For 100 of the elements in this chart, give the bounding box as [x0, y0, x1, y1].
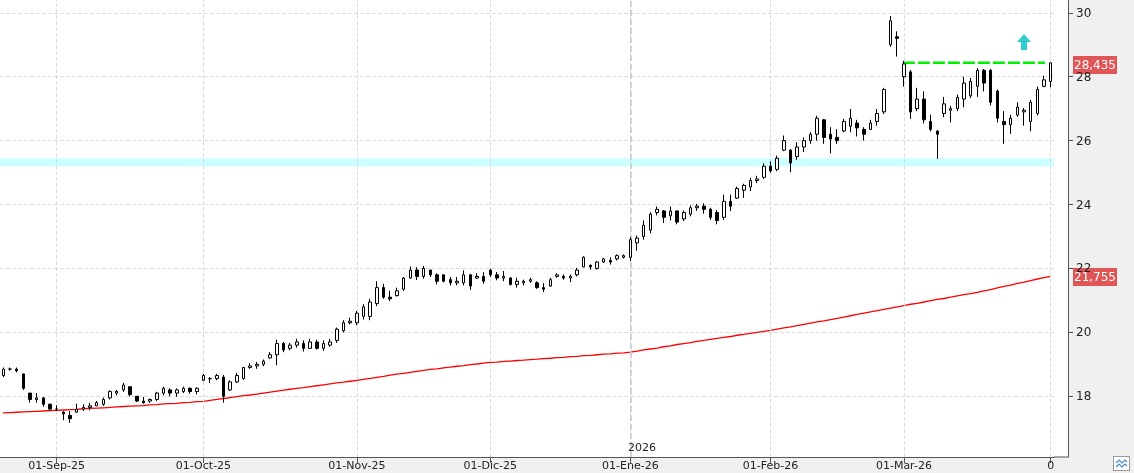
candlestick	[749, 177, 752, 192]
candlestick	[1042, 75, 1046, 88]
candlestick	[609, 256, 612, 266]
candlestick	[202, 373, 205, 382]
candlestick	[22, 373, 25, 391]
candlestick	[629, 236, 632, 262]
candlestick	[215, 373, 219, 381]
candlestick	[395, 287, 399, 298]
candlestick	[769, 160, 772, 174]
candlestick	[915, 87, 919, 112]
candlestick	[976, 67, 979, 98]
candlestick	[996, 88, 999, 123]
candlestick	[135, 395, 139, 403]
candlestick	[535, 280, 539, 290]
candlestick	[235, 372, 239, 384]
candlestick	[82, 403, 85, 412]
candlestick	[502, 270, 505, 282]
candlestick	[689, 204, 692, 217]
candlestick	[969, 77, 972, 99]
x-tick-label: 01-Feb-26	[742, 459, 799, 472]
candlestick	[542, 282, 545, 293]
candlestick	[375, 280, 379, 307]
candlestick	[282, 341, 285, 353]
candlestick	[1036, 86, 1039, 117]
candlestick	[489, 268, 492, 278]
candlestick	[669, 205, 672, 222]
candlestick	[335, 327, 339, 344]
candlestick	[308, 338, 312, 350]
candlestick	[549, 277, 552, 288]
candlestick	[762, 162, 766, 180]
candlestick	[929, 114, 932, 132]
candlestick	[802, 136, 806, 153]
candlestick	[62, 410, 65, 421]
x-tick-label: 01-Dic-25	[463, 459, 518, 472]
candlestick	[682, 210, 686, 222]
candlestick	[1029, 99, 1032, 132]
candlestick	[855, 119, 859, 137]
candlestick	[589, 264, 592, 271]
candlestick	[469, 273, 472, 291]
candlestick	[555, 272, 559, 279]
line-series	[2, 275, 1052, 414]
candlestick	[102, 397, 105, 407]
candlestick	[88, 402, 92, 411]
candlestick	[75, 403, 78, 413]
candlestick	[35, 392, 38, 404]
candlestick	[442, 274, 445, 283]
candlestick	[355, 310, 359, 326]
candlestick	[962, 76, 966, 108]
candlestick	[322, 339, 325, 352]
candlestick	[582, 255, 585, 268]
x-tick-label: 01-Ene-26	[602, 459, 659, 472]
candlestick	[168, 387, 172, 397]
candlestick	[982, 68, 986, 92]
candlestick	[735, 186, 739, 200]
candlestick	[602, 257, 605, 264]
y-tick-label: 20	[1076, 325, 1092, 340]
candlestick	[822, 118, 826, 145]
candlestick	[895, 30, 899, 58]
candlestick	[328, 338, 332, 348]
candlestick	[949, 105, 952, 123]
candlestick	[388, 290, 392, 302]
candlestick	[302, 339, 305, 353]
candlestick	[635, 235, 639, 252]
candlestick	[275, 339, 279, 366]
candlestick	[909, 69, 912, 120]
candlestick	[789, 148, 792, 173]
candlestick	[255, 361, 259, 370]
candlestick	[942, 96, 946, 118]
candlestick	[195, 386, 199, 395]
candlestick	[115, 389, 118, 396]
candlestick	[242, 366, 245, 381]
candlestick	[28, 392, 32, 404]
x-tick-label: 01-Sep-25	[28, 459, 86, 472]
candlestick	[775, 155, 779, 172]
candlestick	[562, 274, 565, 281]
candlestick	[155, 391, 159, 402]
y-tick-label: 24	[1076, 197, 1092, 212]
candlestick	[288, 342, 292, 351]
candlestick	[875, 108, 879, 127]
candlestick	[422, 265, 425, 280]
candlestick	[175, 387, 179, 398]
x-tick-label: 01-Oct-25	[175, 459, 232, 472]
candlestick	[315, 339, 319, 351]
candlestick	[482, 271, 485, 285]
candlestick	[128, 386, 132, 397]
candlestick	[95, 400, 98, 407]
candlestick	[1002, 110, 1006, 145]
candlestick	[222, 374, 225, 404]
candlestick	[449, 276, 452, 286]
candlestick	[248, 362, 252, 370]
candlestick	[188, 386, 192, 395]
candlestick	[409, 266, 412, 280]
candlestick	[649, 211, 652, 234]
candlestick	[615, 253, 619, 261]
candlestick	[435, 272, 439, 285]
candlestick	[362, 303, 365, 321]
candlestick	[869, 119, 872, 131]
candlestick	[742, 183, 746, 199]
candlestick	[295, 338, 299, 349]
candlestick	[15, 367, 18, 373]
